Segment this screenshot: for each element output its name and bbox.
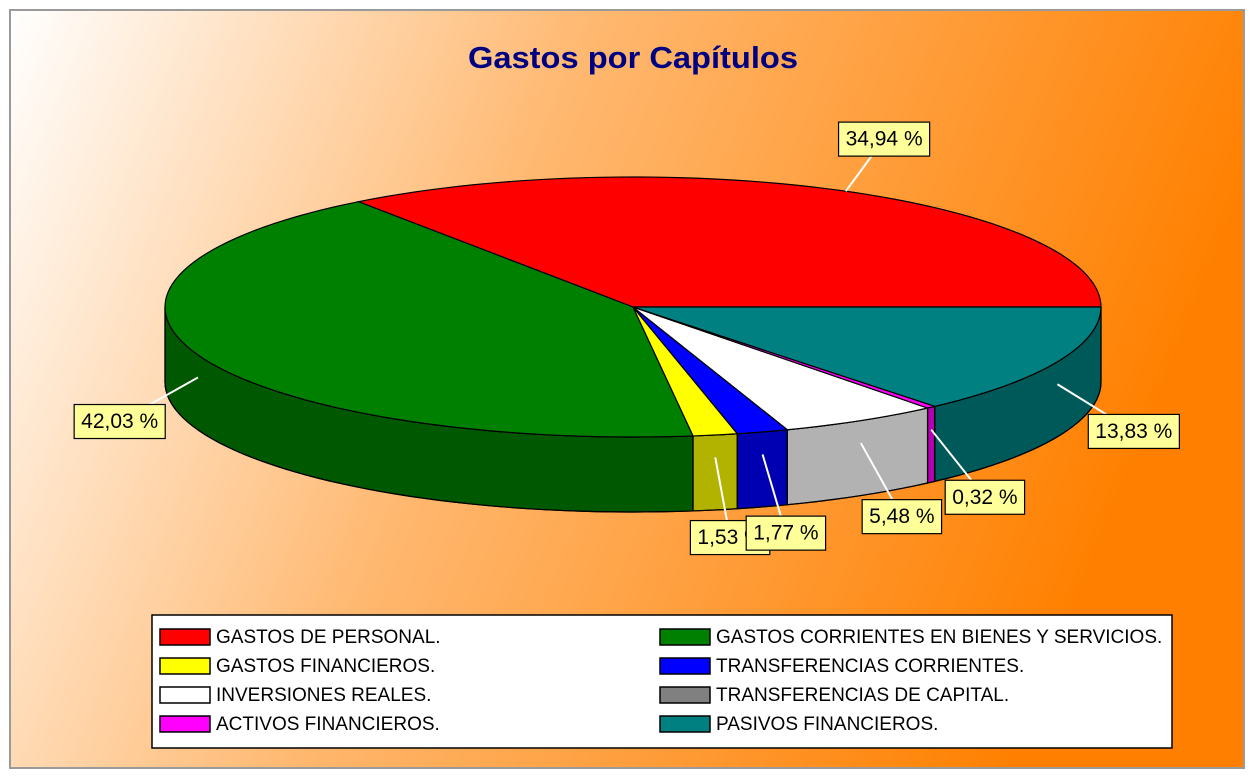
data-label-box [861, 499, 943, 535]
legend-swatch [159, 715, 211, 733]
legend-swatch [159, 686, 211, 704]
legend-swatch [659, 657, 711, 675]
data-label: 1,77 % [745, 515, 827, 551]
data-label-text: 1,77 % [753, 522, 818, 545]
legend-label: INVERSIONES REALES. [216, 685, 431, 706]
data-label: 5,48 % [861, 499, 943, 535]
pie-tops [164, 176, 1102, 438]
slice [356, 176, 1102, 308]
data-label: 13,83 % [1087, 413, 1180, 450]
chart-title: Gastos por Capítulos [468, 40, 798, 75]
data-label-text: 5,48 % [869, 505, 934, 528]
data-label-box [837, 121, 931, 157]
slice-side-shade [736, 429, 788, 510]
legend-label: TRANSFERENCIAS CORRIENTES. [716, 656, 1024, 677]
data-label-text: 13,83 % [1095, 420, 1172, 443]
legend-label: GASTOS CORRIENTES EN BIENES Y SERVICIOS. [716, 627, 1162, 648]
slice [164, 201, 694, 438]
legend-swatch [659, 686, 711, 704]
legend-label: ACTIVOS FINANCIEROS. [216, 714, 440, 735]
slice [632, 306, 930, 431]
slice-side-shade [926, 405, 936, 484]
data-label-text: 0,32 % [952, 486, 1017, 509]
data-label-box [1087, 413, 1180, 450]
data-label: 34,94 % [837, 121, 931, 157]
slice-side-shade [692, 433, 738, 512]
legend-swatch [159, 657, 211, 675]
legend-label: GASTOS FINANCIEROS. [216, 656, 435, 677]
legend-label: PASIVOS FINANCIEROS. [716, 714, 938, 735]
data-label-text: 34,94 % [846, 128, 923, 151]
legend-swatch [659, 628, 711, 646]
data-label-box [73, 403, 166, 440]
legend-swatch [659, 715, 711, 733]
data-label: 0,32 % [944, 479, 1026, 515]
data-label: 42,03 % [73, 403, 166, 440]
data-label-text: 42,03 % [81, 410, 158, 433]
slice [632, 306, 1102, 407]
legend-label: TRANSFERENCIAS DE CAPITAL. [716, 685, 1009, 706]
data-label-box [745, 515, 827, 551]
data-label-box [944, 479, 1026, 515]
legend-swatch [159, 628, 211, 646]
legend-label: GASTOS DE PERSONAL. [216, 627, 441, 648]
